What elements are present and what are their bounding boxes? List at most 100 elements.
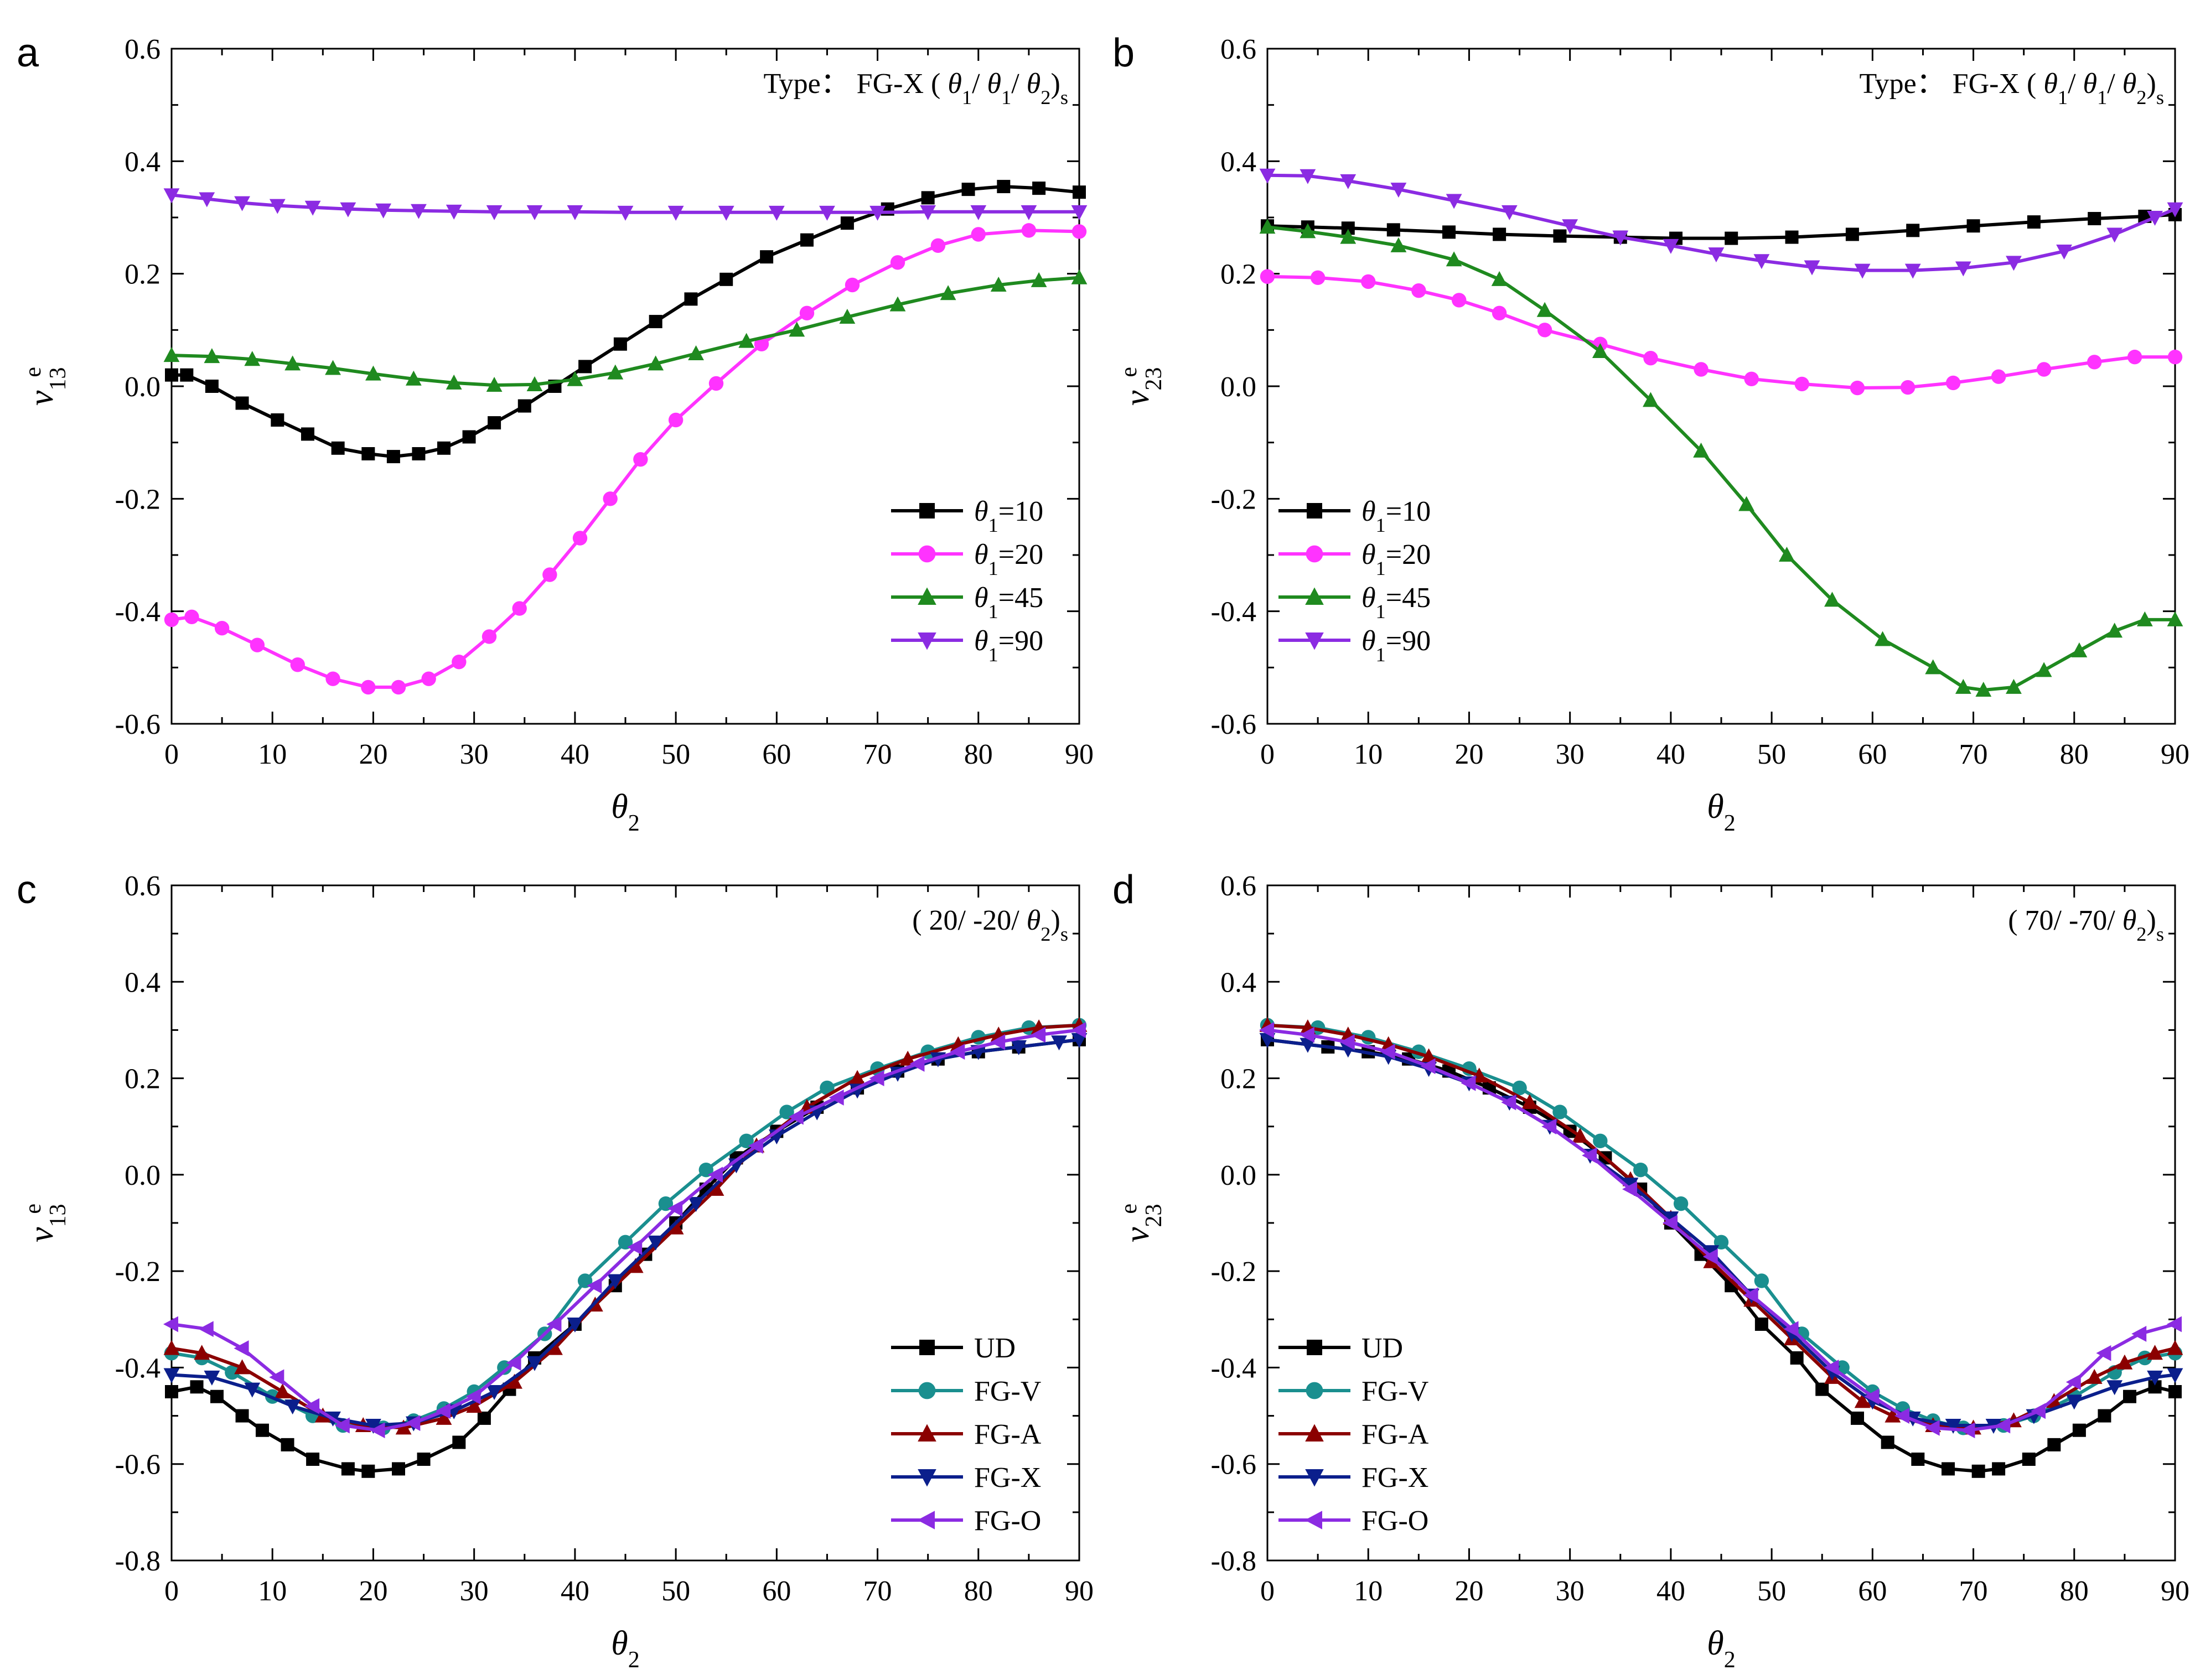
data-point bbox=[1875, 631, 1891, 646]
legend-marker bbox=[918, 1469, 936, 1487]
data-point bbox=[667, 205, 684, 221]
data-point bbox=[2036, 362, 2052, 377]
data-point bbox=[1390, 237, 1407, 252]
y-tick-label: 0.2 bbox=[1220, 259, 1256, 291]
series-line bbox=[172, 185, 1080, 459]
y-tick-label: -0.6 bbox=[115, 709, 161, 740]
data-point bbox=[542, 567, 557, 582]
data-point bbox=[275, 1383, 291, 1398]
x-tick-label: 40 bbox=[1656, 1575, 1685, 1607]
data-point bbox=[375, 203, 392, 219]
data-point bbox=[517, 399, 531, 413]
data-point bbox=[754, 336, 769, 351]
data-point bbox=[889, 296, 906, 312]
data-point bbox=[1622, 1181, 1637, 1197]
data-point bbox=[199, 192, 215, 208]
data-point bbox=[194, 1345, 210, 1360]
data-point bbox=[1894, 1408, 1909, 1424]
legend-label: θ1=10 bbox=[974, 496, 1043, 536]
data-point bbox=[526, 1356, 543, 1371]
data-point bbox=[1643, 392, 1659, 407]
data-point bbox=[940, 285, 956, 300]
series-1 bbox=[164, 223, 1087, 695]
data-point bbox=[1725, 231, 1738, 245]
data-point bbox=[1260, 269, 1275, 284]
x-tick-label: 0 bbox=[1260, 739, 1275, 770]
data-point bbox=[1553, 229, 1567, 243]
y-tick-label: -0.6 bbox=[1211, 709, 1256, 740]
panel-c: c 0 10 20 30 40 50 60 70 80 90 -0.8 -0.6 -0.4 -0.2 0.0 0… bbox=[17, 868, 1094, 1673]
data-point bbox=[284, 1399, 301, 1415]
data-point bbox=[1824, 592, 1840, 607]
panel-annotation: Type： FG-X ( θ1/ θ1/ θ2)s bbox=[1859, 68, 2164, 108]
data-point bbox=[2065, 1374, 2081, 1390]
data-point bbox=[971, 227, 986, 242]
data-point bbox=[1900, 380, 1916, 395]
x-tick-label: 30 bbox=[460, 739, 489, 770]
data-point bbox=[1552, 1105, 1567, 1119]
data-point bbox=[1421, 1048, 1437, 1064]
x-tick-label: 50 bbox=[661, 1575, 690, 1607]
series-line bbox=[171, 1023, 1080, 1430]
x-tick-label: 90 bbox=[2161, 1575, 2189, 1607]
data-point bbox=[1945, 1419, 1961, 1434]
legend-marker bbox=[1307, 1340, 1322, 1355]
data-point bbox=[1446, 194, 1462, 209]
x-tick-label: 0 bbox=[164, 739, 179, 770]
legend-label: θ1=45 bbox=[1361, 582, 1431, 623]
data-point bbox=[2072, 1423, 2086, 1437]
data-point bbox=[1612, 230, 1629, 246]
series-1 bbox=[164, 1018, 1087, 1435]
data-point bbox=[1945, 375, 1961, 391]
data-point bbox=[840, 216, 854, 230]
legend-label: FG-V bbox=[974, 1376, 1041, 1407]
series-line bbox=[1267, 173, 2176, 272]
series-2 bbox=[163, 269, 1088, 392]
data-point bbox=[708, 1166, 723, 1183]
x-tick-label: 20 bbox=[359, 1575, 387, 1607]
data-point bbox=[607, 1274, 624, 1289]
data-point bbox=[587, 1277, 602, 1294]
data-point bbox=[760, 250, 774, 264]
data-point bbox=[2116, 1354, 2133, 1370]
data-point bbox=[462, 430, 476, 444]
data-point bbox=[1663, 238, 1679, 254]
data-point bbox=[1300, 223, 1316, 238]
x-tick-label: 50 bbox=[661, 739, 690, 770]
y-tick-label: 0.4 bbox=[125, 967, 161, 998]
data-point bbox=[1310, 270, 1326, 285]
data-point bbox=[1340, 229, 1357, 244]
legend-marker bbox=[1307, 503, 1322, 518]
data-point bbox=[572, 531, 588, 546]
data-point bbox=[627, 1239, 643, 1255]
data-point bbox=[1021, 205, 1037, 220]
data-point bbox=[739, 1133, 754, 1149]
data-point bbox=[165, 1385, 178, 1398]
data-point bbox=[1995, 1417, 2011, 1434]
data-point bbox=[1593, 1133, 1608, 1149]
data-point bbox=[839, 308, 856, 324]
data-point bbox=[1864, 1388, 1880, 1405]
y-axis-title: v13e bbox=[20, 1204, 71, 1242]
data-point bbox=[1633, 1162, 1648, 1178]
data-point bbox=[1754, 1318, 1768, 1331]
data-point bbox=[930, 238, 946, 253]
data-point bbox=[567, 205, 583, 220]
data-point bbox=[950, 1044, 965, 1060]
legend-label: FG-A bbox=[974, 1419, 1042, 1450]
data-point bbox=[708, 1181, 724, 1196]
y-tick-label: -0.8 bbox=[1211, 1546, 1256, 1577]
legend-marker bbox=[919, 503, 935, 518]
y-tick-label: 0.2 bbox=[125, 1064, 161, 1095]
data-point bbox=[2086, 1368, 2103, 1384]
data-point bbox=[2167, 611, 2183, 626]
x-tick-label: 0 bbox=[1260, 1575, 1275, 1607]
data-point bbox=[452, 654, 467, 670]
x-axis-title: θ2 bbox=[1707, 788, 1735, 836]
series-line bbox=[171, 1028, 1080, 1432]
series-line bbox=[171, 1038, 1080, 1427]
data-point bbox=[1071, 1022, 1086, 1038]
data-point bbox=[829, 1090, 844, 1106]
y-tick-label: 0.6 bbox=[1220, 34, 1256, 65]
x-tick-label: 40 bbox=[1656, 739, 1685, 770]
